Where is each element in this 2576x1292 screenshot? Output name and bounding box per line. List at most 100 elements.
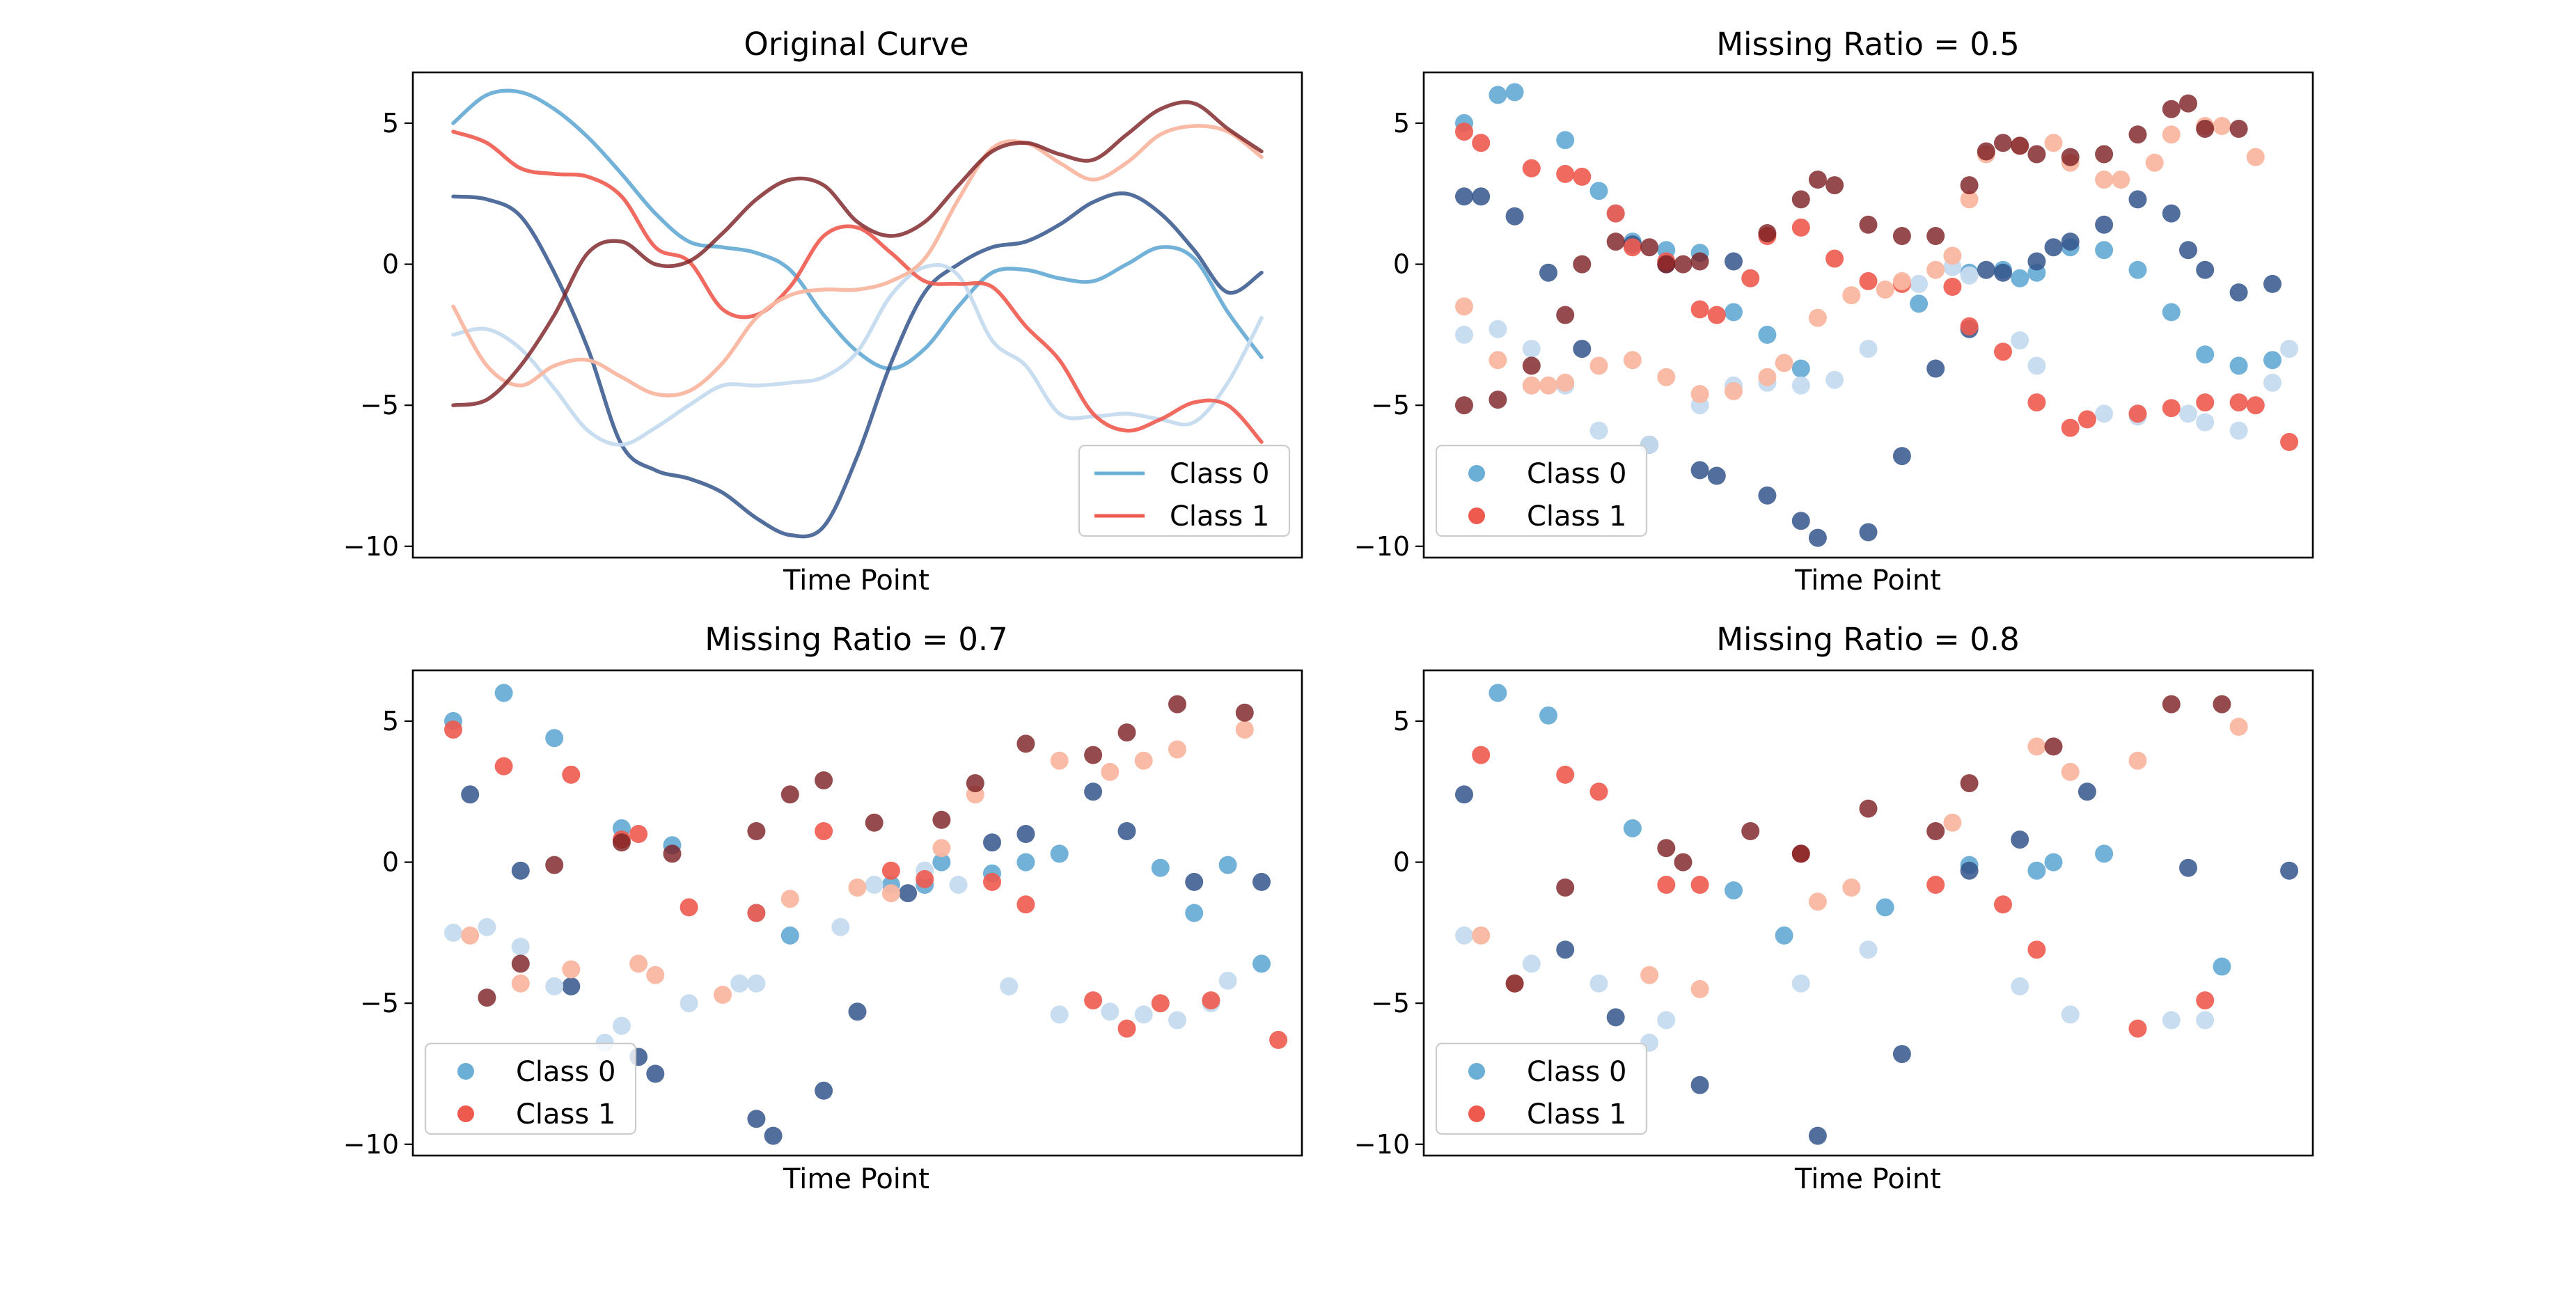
scatter-point-class-1-curve-b bbox=[511, 974, 530, 993]
scatter-point-class-0-curve-c bbox=[1859, 940, 1878, 959]
scatter-point-class-0-curve-b bbox=[1084, 782, 1103, 801]
y-tick-label: −5 bbox=[1371, 988, 1410, 1018]
scatter-point-class-1-curve-c bbox=[1859, 799, 1878, 818]
axes-frame bbox=[411, 71, 1303, 559]
legend-label-class-1: Class 1 bbox=[1170, 501, 1269, 533]
scatter-point-class-0-curve-c bbox=[511, 938, 530, 956]
scatter-point-class-1-curve-b bbox=[2061, 762, 2080, 781]
scatter-point-class-1-curve-c bbox=[1235, 703, 1254, 722]
scatter-point-class-1-curve-c bbox=[1556, 879, 1575, 897]
scatter-point-class-0-curve-b bbox=[2280, 861, 2299, 880]
scatter-point-class-1-curve-c bbox=[1168, 695, 1186, 714]
scatter-point-class-0-curve-c bbox=[2196, 1011, 2215, 1030]
scatter-point-class-1-curve-b bbox=[1539, 376, 1557, 395]
scatter-point-class-0-curve-c bbox=[1910, 274, 1929, 293]
scatter-point-class-0-curve-a bbox=[2027, 861, 2046, 880]
scatter-point-class-0-curve-b bbox=[764, 1126, 783, 1145]
scatter-point-class-1-curve-c bbox=[780, 785, 799, 804]
scatter-point-class-0-curve-a bbox=[1876, 898, 1894, 917]
scatter-point-class-1-curve-a bbox=[2027, 940, 2046, 959]
scatter-point-class-1-curve-c bbox=[2128, 125, 2147, 144]
scatter-point-class-1-curve-c bbox=[1791, 844, 1810, 863]
scatter-point-class-0-curve-c bbox=[2011, 331, 2029, 349]
scatter-point-class-0-curve-a bbox=[2213, 957, 2231, 976]
scatter-point-class-0-curve-b bbox=[1791, 512, 1810, 530]
scatter-point-class-1-curve-c bbox=[2061, 148, 2080, 166]
x-axis-label: Time Point bbox=[783, 565, 929, 597]
scatter-point-class-0-curve-b bbox=[1690, 461, 1709, 480]
axes-frame bbox=[1422, 71, 2314, 559]
scatter-point-class-1-curve-a bbox=[1825, 249, 1844, 268]
scatter-point-class-1-curve-c bbox=[1741, 822, 1760, 840]
scatter-point-class-0-curve-a bbox=[545, 729, 564, 748]
scatter-point-class-0-curve-a bbox=[1016, 853, 1035, 872]
scatter-point-class-0-curve-a bbox=[2196, 345, 2215, 364]
scatter-point-class-1-curve-b bbox=[1690, 385, 1709, 403]
scatter-point-class-0-curve-c bbox=[1000, 977, 1019, 995]
legend: Class 0 Class 1 bbox=[1435, 444, 1648, 537]
scatter-point-class-1-curve-a bbox=[1269, 1030, 1288, 1049]
scatter-point-class-1-curve-b bbox=[1808, 308, 1827, 327]
scatter-point-class-1-curve-c bbox=[612, 833, 631, 852]
scatter-point-class-0-curve-b bbox=[1472, 187, 1491, 206]
scatter-point-class-0-curve-b bbox=[1926, 359, 1945, 378]
scatter-point-class-0-curve-b bbox=[1808, 528, 1827, 547]
y-tick-label: 5 bbox=[1393, 706, 1410, 736]
scatter-point-class-0-curve-c bbox=[1589, 974, 1608, 993]
scatter-point-class-1-curve-a bbox=[1960, 317, 1979, 336]
scatter-point-class-0-curve-c bbox=[478, 917, 496, 936]
scatter-point-class-0-curve-a bbox=[1539, 706, 1557, 725]
scatter-point-class-0-curve-c bbox=[1050, 1005, 1069, 1024]
y-tick-label: 5 bbox=[382, 108, 399, 139]
scatter-point-class-1-curve-b bbox=[629, 954, 648, 973]
scatter-point-class-1-curve-b bbox=[2213, 117, 2231, 135]
scatter-point-class-1-curve-c bbox=[1960, 774, 1979, 793]
scatter-point-class-1-curve-b bbox=[1455, 297, 1473, 316]
x-axis-label: Time Point bbox=[783, 1163, 929, 1195]
scatter-point-class-0-curve-b bbox=[2027, 252, 2046, 271]
scatter-point-class-0-curve-b bbox=[461, 785, 480, 804]
scatter-point-class-0-curve-c bbox=[865, 876, 883, 894]
scatter-point-class-0-curve-c bbox=[545, 977, 564, 995]
scatter-point-class-1-curve-b bbox=[1623, 351, 1642, 370]
scatter-point-class-0-curve-c bbox=[2196, 413, 2215, 432]
scatter-point-class-1-curve-c bbox=[1674, 853, 1693, 872]
legend-swatch-class-1 bbox=[457, 1105, 474, 1122]
scatter-point-class-1-curve-c bbox=[2196, 120, 2215, 138]
scatter-point-class-1-curve-b bbox=[1842, 879, 1861, 897]
scatter-point-class-0-curve-c bbox=[1522, 340, 1541, 359]
scatter-point-class-0-curve-a bbox=[1791, 359, 1810, 378]
scatter-point-class-1-curve-c bbox=[2044, 737, 2063, 756]
legend-swatch-class-0 bbox=[1468, 1063, 1485, 1080]
y-tick-label: 0 bbox=[1393, 249, 1410, 280]
scatter-point-class-1-curve-a bbox=[1859, 271, 1878, 290]
scatter-point-class-0-curve-c bbox=[1168, 1011, 1186, 1030]
scatter-point-class-0-curve-c bbox=[1489, 320, 1507, 338]
scatter-point-class-0-curve-a bbox=[1505, 83, 1524, 102]
scatter-point-class-1-curve-b bbox=[1168, 740, 1186, 759]
scatter-point-class-1-curve-b bbox=[848, 879, 867, 897]
scatter-point-class-0-curve-b bbox=[1606, 1008, 1625, 1027]
scatter-point-class-0-curve-c bbox=[1522, 954, 1541, 973]
scatter-point-class-1-curve-a bbox=[747, 904, 766, 922]
scatter-point-class-1-curve-c bbox=[545, 856, 564, 874]
scatter-point-class-0-curve-b bbox=[899, 884, 918, 903]
scatter-point-class-0-curve-c bbox=[1791, 974, 1810, 993]
scatter-point-class-0-curve-c bbox=[1960, 266, 1979, 285]
scatter-point-class-0-curve-b bbox=[815, 1081, 833, 1100]
legend-swatch-class-0 bbox=[457, 1063, 474, 1080]
scatter-point-class-1-curve-a bbox=[983, 872, 1001, 891]
scatter-point-class-1-curve-a bbox=[1623, 238, 1642, 257]
scatter-point-class-1-curve-c bbox=[1690, 252, 1709, 271]
scatter-point-class-1-curve-b bbox=[2145, 153, 2164, 172]
series-line-class-0-curve-c bbox=[451, 263, 1264, 447]
scatter-point-class-0-curve-c bbox=[1455, 325, 1473, 344]
panel-missing-ratio-0-7: Missing Ratio = 0.7 5 0 −5 −10 Time Point C… bbox=[343, 621, 1303, 1195]
scatter-point-class-0-curve-a bbox=[2044, 853, 2063, 872]
scatter-point-class-0-curve-c bbox=[2095, 404, 2114, 423]
scatter-point-class-1-curve-b bbox=[2044, 134, 2063, 152]
scatter-point-class-1-curve-c bbox=[1016, 734, 1035, 753]
scatter-point-class-1-curve-b bbox=[2112, 171, 2130, 189]
scatter-point-class-0-curve-b bbox=[1758, 486, 1777, 505]
legend-swatch-class-0 bbox=[1468, 465, 1485, 482]
